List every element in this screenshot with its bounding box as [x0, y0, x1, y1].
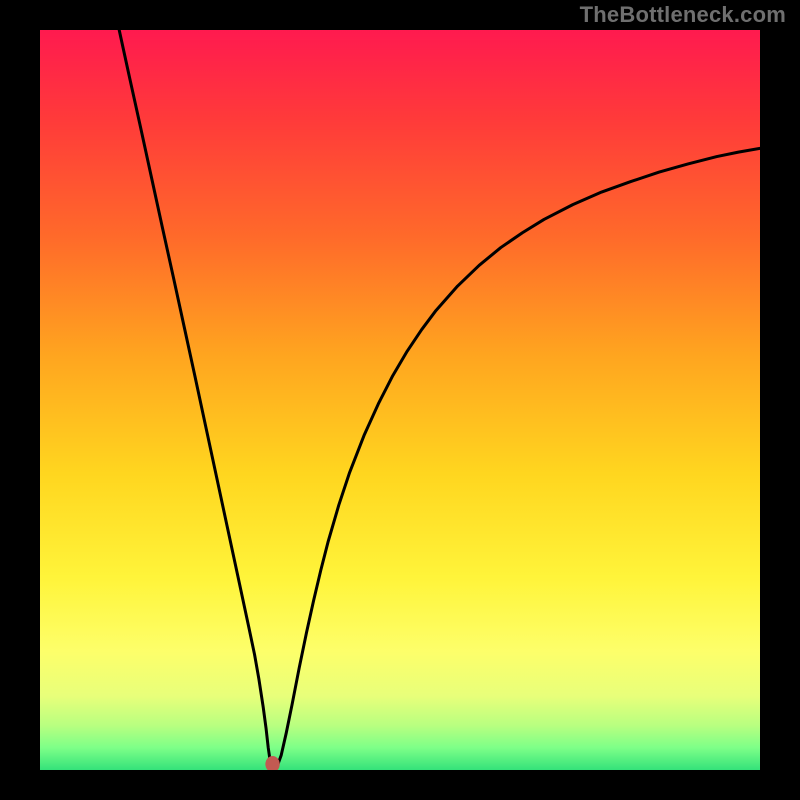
watermark-text: TheBottleneck.com — [580, 2, 786, 28]
chart-svg — [40, 30, 760, 770]
gradient-background — [40, 30, 760, 770]
plot-area — [40, 30, 760, 770]
outer-frame: TheBottleneck.com — [0, 0, 800, 800]
